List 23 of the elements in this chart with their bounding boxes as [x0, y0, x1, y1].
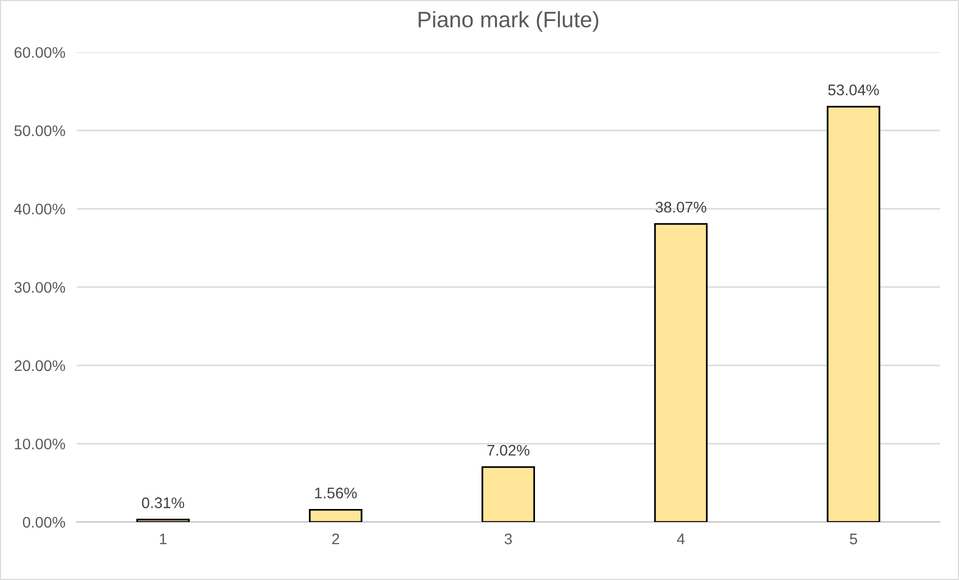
data-label: 0.31% [142, 497, 184, 508]
x-tick-label: 4 [676, 534, 685, 544]
data-label: 53.04% [828, 84, 879, 96]
y-tick-label: 60.00% [14, 47, 66, 58]
bar [654, 223, 708, 522]
data-label: 7.02% [487, 444, 530, 456]
bar [826, 106, 880, 522]
bar [136, 518, 190, 522]
y-tick-label: 50.00% [14, 125, 66, 136]
y-tick-label: 0.00% [22, 516, 66, 528]
x-tick-label: 2 [332, 534, 340, 544]
bar [308, 508, 362, 522]
chart-title: Piano mark (Flute) [418, 11, 598, 32]
y-tick-label: 20.00% [14, 360, 66, 372]
data-label: 38.07% [656, 202, 706, 213]
y-tick-label: 10.00% [14, 438, 66, 450]
bar [482, 466, 535, 522]
data-label: 1.56% [315, 488, 357, 498]
x-tick-label: 3 [504, 534, 512, 544]
y-tick-label: 30.00% [14, 282, 66, 293]
y-tick-label: 40.00% [14, 204, 66, 214]
x-tick-label: 1 [160, 534, 167, 544]
x-tick-label: 5 [850, 534, 858, 544]
